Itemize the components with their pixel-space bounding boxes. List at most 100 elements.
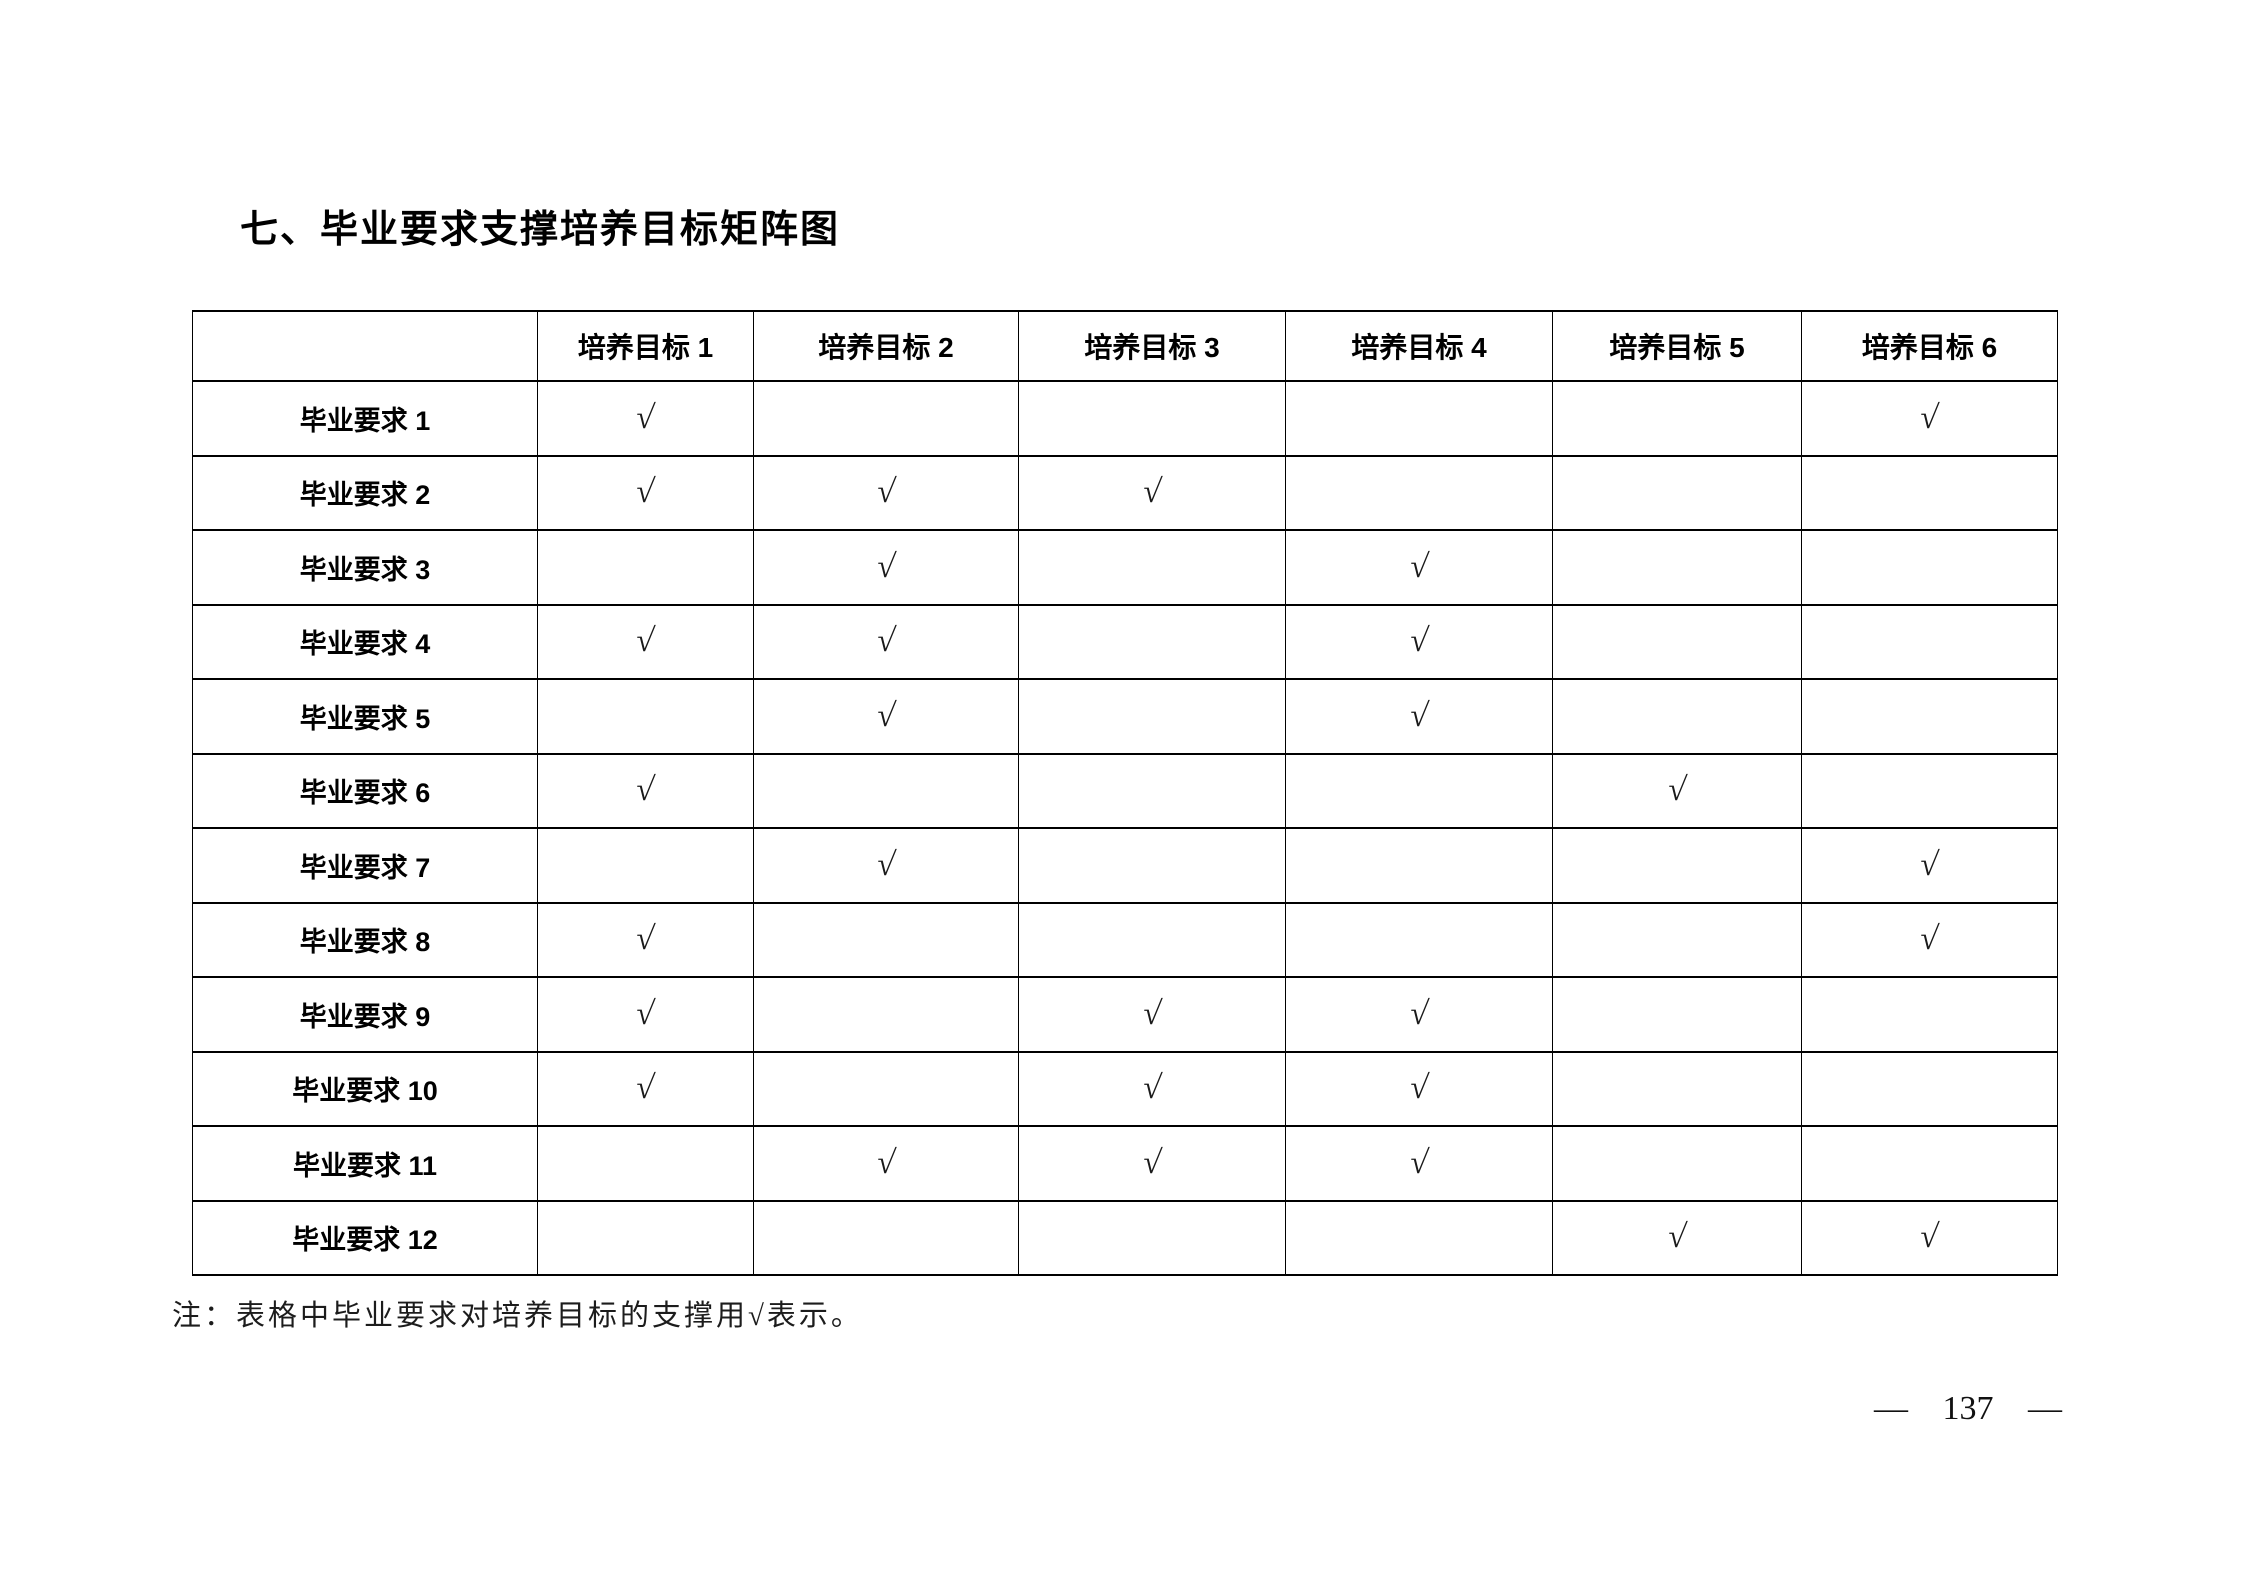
- check-mark-icon: √: [634, 474, 657, 511]
- row-label: 毕业要求 2: [192, 454, 538, 531]
- check-cell: √: [753, 454, 1019, 531]
- empty-cell: [1552, 827, 1802, 904]
- check-mark-icon: √: [1408, 995, 1431, 1032]
- table-row: 毕业要求 3 √ √: [192, 529, 2058, 606]
- empty-cell: [1801, 529, 2058, 606]
- check-mark-icon: √: [634, 772, 657, 809]
- check-cell: √: [537, 603, 754, 680]
- page-number: — 137 —: [1874, 1390, 2062, 1427]
- empty-cell: [1552, 603, 1802, 680]
- empty-cell: [1552, 678, 1802, 755]
- check-mark-icon: √: [1141, 1144, 1164, 1181]
- row-label: 毕业要求 6: [192, 752, 538, 829]
- column-header: 培养目标 4: [1285, 310, 1553, 382]
- check-mark-icon: √: [1918, 1219, 1941, 1256]
- row-label: 毕业要求 11: [192, 1125, 538, 1202]
- empty-cell: [1552, 380, 1802, 457]
- check-mark-icon: √: [1408, 1144, 1431, 1181]
- empty-cell: [1801, 976, 2058, 1053]
- check-mark-icon: √: [1666, 1219, 1689, 1256]
- check-mark-icon: √: [1141, 1070, 1164, 1107]
- column-header: 培养目标 2: [753, 310, 1019, 382]
- empty-cell: [753, 1199, 1019, 1276]
- table-row: 毕业要求 11 √ √ √: [192, 1125, 2058, 1202]
- check-cell: √: [1018, 1050, 1286, 1127]
- check-cell: √: [1285, 678, 1553, 755]
- check-mark-icon: √: [1408, 697, 1431, 734]
- header-row: 培养目标 1 培养目标 2 培养目标 3 培养目标 4 培养目标 5 培养目标 6: [192, 310, 2058, 382]
- check-cell: √: [753, 1125, 1019, 1202]
- check-cell: √: [1018, 454, 1286, 531]
- check-cell: √: [1552, 1199, 1802, 1276]
- empty-cell: [1801, 1050, 2058, 1127]
- empty-cell: [1552, 976, 1802, 1053]
- check-mark-icon: √: [634, 1070, 657, 1107]
- check-mark-icon: √: [875, 474, 898, 511]
- check-cell: √: [537, 976, 754, 1053]
- check-mark-icon: √: [1918, 921, 1941, 958]
- empty-cell: [537, 1199, 754, 1276]
- row-label: 毕业要求 12: [192, 1199, 538, 1276]
- check-cell: √: [537, 454, 754, 531]
- row-label: 毕业要求 3: [192, 529, 538, 606]
- table-row: 毕业要求 4 √ √ √: [192, 603, 2058, 680]
- row-label: 毕业要求 1: [192, 380, 538, 457]
- check-mark-icon: √: [1141, 474, 1164, 511]
- check-cell: √: [1552, 752, 1802, 829]
- check-mark-icon: √: [875, 1144, 898, 1181]
- column-header: 培养目标 3: [1018, 310, 1286, 382]
- check-mark-icon: √: [1918, 399, 1941, 436]
- matrix-table: 培养目标 1 培养目标 2 培养目标 3 培养目标 4 培养目标 5 培养目标 6 毕业要…: [192, 310, 2058, 1276]
- check-cell: √: [537, 380, 754, 457]
- column-header: 培养目标 6: [1801, 310, 2058, 382]
- check-mark-icon: √: [1918, 846, 1941, 883]
- row-label: 毕业要求 7: [192, 827, 538, 904]
- empty-cell: [1552, 529, 1802, 606]
- empty-cell: [1018, 529, 1286, 606]
- empty-cell: [1018, 827, 1286, 904]
- empty-cell: [1552, 1125, 1802, 1202]
- check-cell: √: [1801, 901, 2058, 978]
- empty-cell: [753, 380, 1019, 457]
- empty-cell: [1285, 1199, 1553, 1276]
- empty-cell: [1018, 901, 1286, 978]
- column-header: 培养目标 1: [537, 310, 754, 382]
- table-row: 毕业要求 12 √ √: [192, 1199, 2058, 1276]
- empty-cell: [1801, 752, 2058, 829]
- check-mark-icon: √: [1666, 772, 1689, 809]
- row-label: 毕业要求 5: [192, 678, 538, 755]
- check-cell: √: [753, 678, 1019, 755]
- check-cell: √: [1018, 1125, 1286, 1202]
- table-row: 毕业要求 5 √ √: [192, 678, 2058, 755]
- check-cell: √: [1801, 1199, 2058, 1276]
- empty-cell: [537, 678, 754, 755]
- check-cell: √: [537, 901, 754, 978]
- empty-cell: [1018, 678, 1286, 755]
- check-cell: √: [1285, 603, 1553, 680]
- check-mark-icon: √: [634, 995, 657, 1032]
- check-mark-icon: √: [1408, 1070, 1431, 1107]
- check-cell: √: [537, 752, 754, 829]
- check-mark-icon: √: [1141, 995, 1164, 1032]
- table-row: 毕业要求 9 √ √ √: [192, 976, 2058, 1053]
- check-cell: √: [753, 529, 1019, 606]
- check-cell: √: [1285, 529, 1553, 606]
- column-header: 培养目标 5: [1552, 310, 1802, 382]
- check-mark-icon: √: [875, 623, 898, 660]
- empty-cell: [1801, 1125, 2058, 1202]
- row-label: 毕业要求 9: [192, 976, 538, 1053]
- table-note: 注：表格中毕业要求对培养目标的支撑用√表示。: [172, 1300, 863, 1332]
- check-cell: √: [1801, 827, 2058, 904]
- empty-cell: [1018, 603, 1286, 680]
- table-row: 毕业要求 8 √ √: [192, 901, 2058, 978]
- check-mark-icon: √: [875, 846, 898, 883]
- check-cell: √: [753, 603, 1019, 680]
- check-mark-icon: √: [1408, 548, 1431, 585]
- empty-cell: [753, 901, 1019, 978]
- empty-cell: [1018, 1199, 1286, 1276]
- empty-cell: [753, 976, 1019, 1053]
- empty-cell: [1801, 454, 2058, 531]
- table-row: 毕业要求 6 √ √: [192, 752, 2058, 829]
- check-mark-icon: √: [1408, 623, 1431, 660]
- empty-cell: [1285, 901, 1553, 978]
